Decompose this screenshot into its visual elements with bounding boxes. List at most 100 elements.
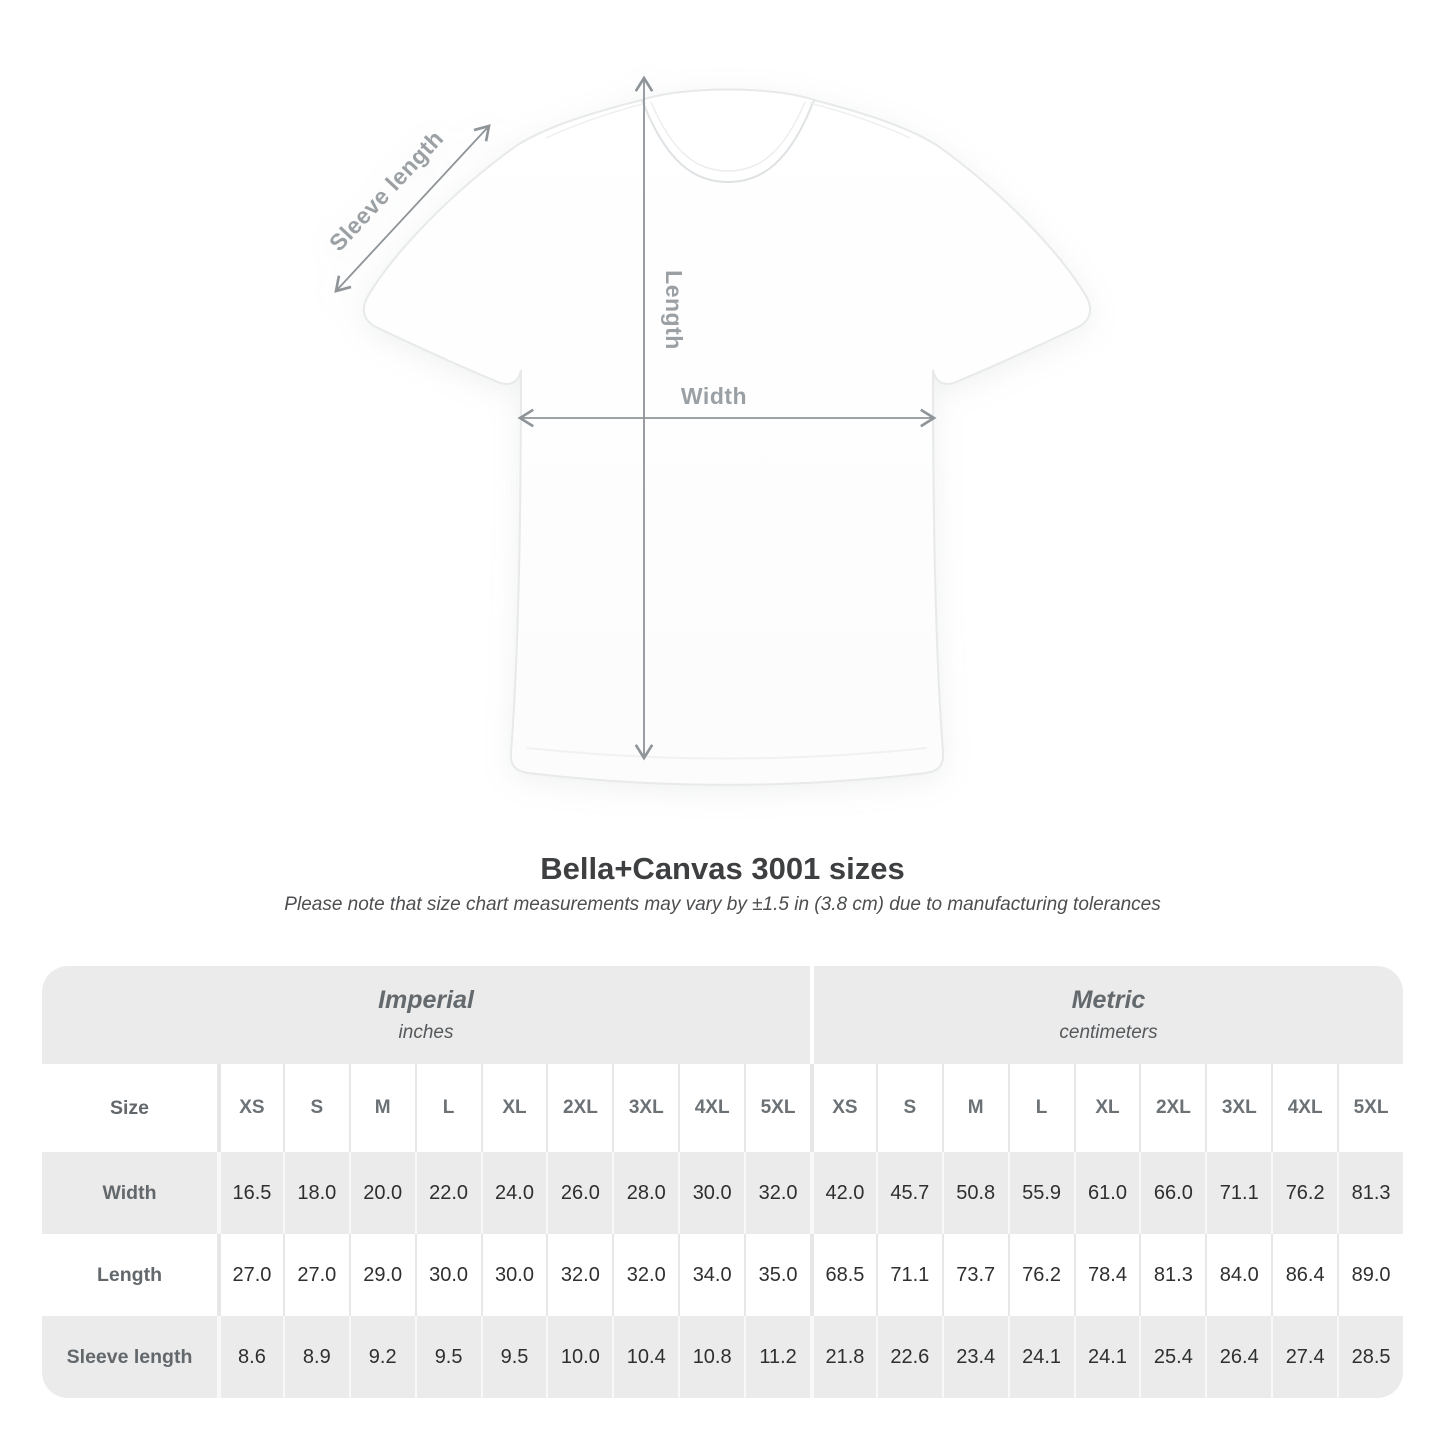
tshirt-shoulder-seam-right: [809, 102, 911, 139]
size-col-header: XL: [1073, 1064, 1140, 1152]
size-col-header: XL: [480, 1064, 547, 1152]
size-col-header: XS: [809, 1064, 876, 1152]
measurement-value: 89.0: [1337, 1234, 1403, 1316]
measurement-value: 76.2: [1271, 1152, 1337, 1234]
measurement-value: 84.0: [1205, 1234, 1271, 1316]
size-col-header: S: [282, 1064, 349, 1152]
measurement-value: 26.0: [546, 1152, 612, 1234]
measurement-value: 55.9: [1007, 1152, 1074, 1234]
measurement-value: 45.7: [875, 1152, 942, 1234]
measurement-value: 27.4: [1271, 1316, 1337, 1398]
size-col-header: S: [875, 1064, 942, 1152]
width-label: Width: [681, 383, 747, 409]
sleeve-length-arrow: [334, 124, 491, 293]
measurement-value: 21.8: [809, 1316, 876, 1398]
size-col-header: 2XL: [1139, 1064, 1205, 1152]
measurement-value: 26.4: [1205, 1316, 1271, 1398]
measurement-value: 16.5: [217, 1152, 283, 1234]
measurement-value: 8.9: [282, 1316, 349, 1398]
measurement-value: 76.2: [1007, 1234, 1074, 1316]
measurement-value: 22.6: [875, 1316, 942, 1398]
measurement-value: 73.7: [941, 1234, 1008, 1316]
size-col-header: 2XL: [546, 1064, 612, 1152]
measurement-value: 9.5: [414, 1316, 481, 1398]
measurement-value: 18.0: [282, 1152, 349, 1234]
measurement-value: 50.8: [941, 1152, 1008, 1234]
measurement-value: 66.0: [1139, 1152, 1205, 1234]
measurement-value: 10.8: [678, 1316, 744, 1398]
metric-group-header: Metric centimeters: [810, 966, 1403, 1064]
measurement-value: 24.0: [480, 1152, 547, 1234]
measurement-row-label: Length: [97, 1263, 162, 1286]
size-col-header: 3XL: [1205, 1064, 1271, 1152]
measurement-value: 71.1: [875, 1234, 942, 1316]
measurement-value: 30.0: [414, 1234, 481, 1316]
size-col-header: M: [348, 1064, 415, 1152]
size-col-header: XS: [217, 1064, 283, 1152]
measurement-value: 27.0: [282, 1234, 349, 1316]
measurement-row: Width 16.5 18.0 20.0 22.0 24.0 26.0 28.0 30.0 32.…: [42, 1152, 1403, 1234]
tshirt-collar-seam: [650, 101, 806, 172]
measurement-value: 68.5: [809, 1234, 876, 1316]
measurement-value: 10.0: [546, 1316, 612, 1398]
measurement-value: 32.0: [546, 1234, 612, 1316]
size-col-header: L: [1007, 1064, 1074, 1152]
measurement-value: 10.4: [612, 1316, 678, 1398]
measurement-value: 71.1: [1205, 1152, 1271, 1234]
tshirt-diagram: Width Length Sleeve length: [322, 70, 1092, 800]
measurement-value: 23.4: [941, 1316, 1008, 1398]
size-col-header: 3XL: [612, 1064, 678, 1152]
measurement-row-label: Sleeve length: [66, 1345, 193, 1368]
tshirt-illustration: Width Length Sleeve length: [324, 75, 1092, 786]
imperial-group-unit: inches: [398, 1022, 454, 1043]
size-col-header: 4XL: [1271, 1064, 1337, 1152]
measurement-value: 32.0: [744, 1152, 810, 1234]
measurement-value: 24.1: [1007, 1316, 1074, 1398]
size-column-title: Size: [109, 1096, 150, 1119]
measurement-value: 25.4: [1139, 1316, 1205, 1398]
measurement-value: 29.0: [348, 1234, 415, 1316]
tshirt-collar: [641, 99, 815, 184]
tshirt-body: [362, 88, 1092, 786]
metric-group-label: Metric: [1071, 986, 1146, 1014]
size-col-header: M: [941, 1064, 1008, 1152]
measurement-value: 11.2: [744, 1316, 810, 1398]
metric-group-unit: centimeters: [1059, 1022, 1158, 1043]
measurement-value: 32.0: [612, 1234, 678, 1316]
size-col-header: 5XL: [744, 1064, 810, 1152]
measurement-value: 28.0: [612, 1152, 678, 1234]
measurement-value: 86.4: [1271, 1234, 1337, 1316]
measurement-value: 24.1: [1073, 1316, 1140, 1398]
length-label: Length: [661, 270, 687, 350]
measurement-value: 27.0: [217, 1234, 283, 1316]
measurement-row-label: Width: [102, 1181, 157, 1204]
measurement-value: 61.0: [1073, 1152, 1140, 1234]
imperial-group-label: Imperial: [378, 986, 474, 1014]
unit-group-header: Imperial inches Metric centimeters: [42, 966, 1403, 1064]
tolerance-note: Please note that size chart measurements…: [284, 894, 1161, 915]
size-table: Imperial inches Metric centimeters Size X…: [42, 966, 1403, 1398]
measurement-value: 81.3: [1337, 1152, 1403, 1234]
measurement-value: 8.6: [217, 1316, 283, 1398]
size-table-rows: Size XS S M L XL 2XL 3XL 4XL 5XL XS S M L XL 2XL 3XL 4XL 5…: [42, 1064, 1403, 1398]
tshirt-hem-seam: [526, 747, 928, 760]
measurement-value: 20.0: [348, 1152, 415, 1234]
measurement-value: 9.2: [348, 1316, 415, 1398]
size-col-header: L: [414, 1064, 481, 1152]
size-col-header: 5XL: [1337, 1064, 1403, 1152]
measurement-value: 30.0: [480, 1234, 547, 1316]
measurement-value: 81.3: [1139, 1234, 1205, 1316]
size-header-row: Size XS S M L XL 2XL 3XL 4XL 5XL XS S M L XL 2XL 3XL 4XL 5…: [42, 1064, 1403, 1152]
measurement-row: Length 27.0 27.0 29.0 30.0 30.0 32.0 32.0 34.0 35…: [42, 1234, 1403, 1316]
measurement-value: 35.0: [744, 1234, 810, 1316]
measurement-value: 34.0: [678, 1234, 744, 1316]
measurement-value: 22.0: [414, 1152, 481, 1234]
imperial-group-header: Imperial inches: [42, 966, 810, 1064]
measurement-row: Sleeve length 8.6 8.9 9.2 9.5 9.5 10.0 10.4 10.8…: [42, 1316, 1403, 1398]
measurement-value: 28.5: [1337, 1316, 1403, 1398]
measurement-value: 30.0: [678, 1152, 744, 1234]
measurement-value: 9.5: [480, 1316, 547, 1398]
measurement-value: 42.0: [809, 1152, 876, 1234]
measurement-value: 78.4: [1073, 1234, 1140, 1316]
